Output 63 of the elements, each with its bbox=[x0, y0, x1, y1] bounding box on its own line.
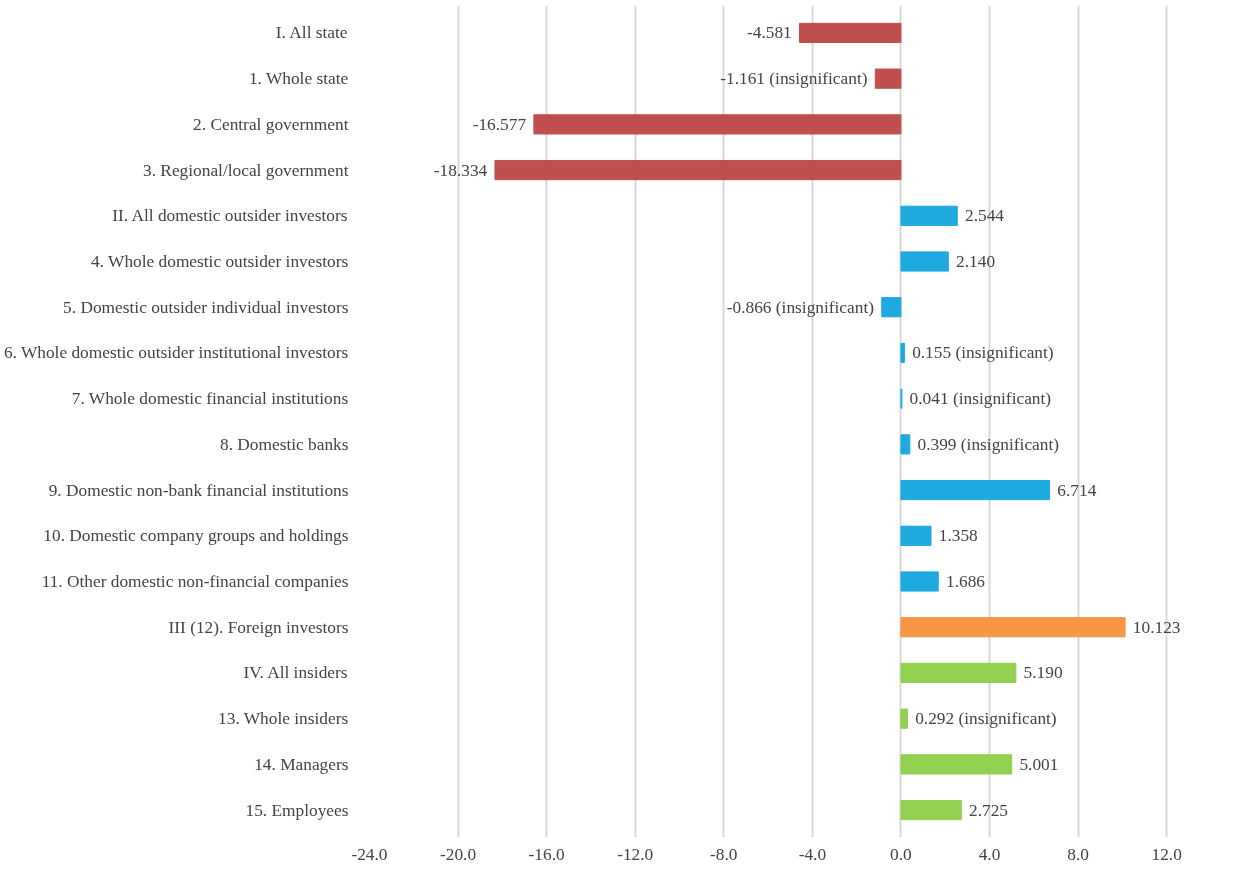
data-label: 2.544 bbox=[965, 206, 1005, 226]
data-label: 0.155 (insignificant) bbox=[912, 343, 1054, 363]
data-label: 10.123 bbox=[1132, 617, 1181, 637]
bar bbox=[900, 708, 908, 729]
x-tick-label: -16.0 bbox=[528, 844, 565, 864]
x-tick-label: 8.0 bbox=[1067, 844, 1089, 864]
bar bbox=[900, 205, 958, 226]
y-tick-label: 6. Whole domestic outsider institutional investors bbox=[3, 343, 349, 363]
bar bbox=[533, 114, 902, 135]
y-tick-label: 8. Domestic banks bbox=[220, 434, 349, 454]
y-tick-label: 9. Domestic non-bank financial institutions bbox=[48, 480, 349, 500]
data-label: 1.358 bbox=[938, 526, 978, 546]
data-label: 5.001 bbox=[1019, 754, 1059, 774]
bar bbox=[494, 159, 902, 181]
y-tick-label: 1. Whole state bbox=[248, 69, 349, 89]
x-tick-label: 12.0 bbox=[1151, 844, 1182, 864]
x-tick-label: -8.0 bbox=[710, 844, 738, 864]
data-label: 5.190 bbox=[1023, 663, 1063, 683]
bar bbox=[881, 297, 902, 318]
x-tick-label: 4.0 bbox=[978, 844, 1001, 864]
bar bbox=[900, 251, 949, 272]
y-tick-label: IV. All insiders bbox=[243, 663, 348, 683]
x-tick-label: -20.0 bbox=[440, 844, 477, 864]
y-tick-label: 10. Domestic company groups and holdings bbox=[43, 526, 349, 546]
bar bbox=[900, 479, 1051, 501]
y-tick-label: 13. Whole insiders bbox=[218, 709, 349, 729]
bar bbox=[874, 68, 902, 89]
y-tick-label: II. All domestic outsider investors bbox=[112, 206, 348, 226]
bar bbox=[900, 662, 1017, 684]
y-tick-label: III (12). Foreign investors bbox=[168, 617, 349, 637]
data-label: 0.292 (insignificant) bbox=[915, 709, 1057, 729]
data-label: -16.577 bbox=[472, 114, 527, 134]
data-label: 6.714 bbox=[1057, 480, 1097, 500]
data-label: -1.161 (insignificant) bbox=[720, 69, 868, 89]
x-tick-label: 0.0 bbox=[890, 844, 912, 864]
y-tick-label: 4. Whole domestic outsider investors bbox=[91, 252, 349, 271]
bar bbox=[900, 342, 905, 364]
data-label: -0.866 (insignificant) bbox=[726, 297, 875, 317]
data-label: -4.581 bbox=[747, 23, 792, 43]
data-label: 2.725 bbox=[969, 800, 1009, 820]
y-tick-label: 5. Domestic outsider individual investors bbox=[63, 297, 349, 317]
bar bbox=[900, 571, 939, 592]
y-tick-label: I. All state bbox=[275, 23, 348, 43]
y-tick-label: 14. Managers bbox=[254, 754, 349, 774]
x-tick-label: -12.0 bbox=[617, 844, 654, 864]
y-tick-label: 15. Employees bbox=[245, 800, 349, 820]
y-tick-label: 3. Regional/local government bbox=[143, 160, 349, 180]
bar bbox=[900, 434, 911, 455]
bar bbox=[900, 799, 962, 821]
bar bbox=[799, 22, 902, 44]
x-tick-label: -4.0 bbox=[798, 844, 827, 864]
y-tick-label: 2. Central government bbox=[193, 114, 349, 134]
bar bbox=[900, 617, 1126, 638]
data-label: 1.686 bbox=[946, 572, 986, 591]
data-label: 0.041 (insignificant) bbox=[909, 389, 1052, 409]
y-tick-label: 7. Whole domestic financial institutions bbox=[71, 389, 349, 409]
data-label: 2.140 bbox=[956, 252, 996, 271]
x-tick-label: -24.0 bbox=[351, 844, 388, 864]
bar bbox=[900, 525, 932, 546]
data-label: 0.399 (insignificant) bbox=[917, 434, 1060, 454]
y-tick-label: 11. Other domestic non-financial companies bbox=[41, 572, 349, 591]
bar bbox=[900, 754, 1013, 775]
data-label: -18.334 bbox=[433, 160, 488, 180]
